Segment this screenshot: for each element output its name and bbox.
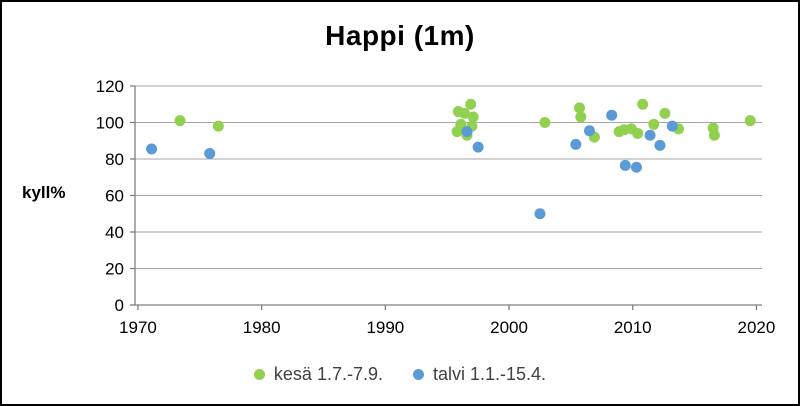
- x-tick-label-1980: 1980: [243, 318, 281, 337]
- data-point-series-1: [472, 141, 484, 153]
- data-point-series-0: [459, 107, 471, 119]
- data-point-series-0: [574, 102, 586, 114]
- x-tick-label-1990: 1990: [366, 318, 404, 337]
- data-point-series-0: [174, 115, 186, 127]
- data-point-series-0: [455, 118, 467, 130]
- data-point-series-1: [654, 139, 666, 151]
- y-tick-label-100: 100: [96, 114, 124, 133]
- y-tick-label-0: 0: [115, 296, 124, 315]
- data-point-series-0: [539, 117, 551, 128]
- data-point-series-1: [461, 126, 473, 138]
- legend-item-talvi: talvi 1.1.-15.4.: [413, 364, 546, 385]
- kesa-marker-icon: [253, 369, 265, 380]
- data-point-series-1: [630, 161, 642, 173]
- x-tick-label-2020: 2020: [738, 318, 776, 337]
- x-tick-label-2010: 2010: [614, 318, 652, 337]
- y-tick-label-40: 40: [105, 223, 124, 242]
- data-point-series-0: [637, 98, 649, 110]
- data-point-series-1: [534, 208, 546, 220]
- data-point-series-1: [583, 125, 595, 137]
- data-point-series-1: [570, 138, 582, 150]
- data-point-series-1: [606, 109, 618, 121]
- data-point-series-0: [212, 120, 224, 132]
- x-tick-label-1970: 1970: [119, 318, 157, 337]
- data-point-series-1: [644, 129, 656, 141]
- chart-title: Happi (1m): [325, 20, 475, 51]
- data-point-series-0: [575, 111, 587, 123]
- y-axis-label: kyll%: [22, 183, 66, 202]
- y-tick-label-80: 80: [105, 150, 124, 169]
- data-point-series-1: [619, 159, 631, 171]
- talvi-marker-icon: [413, 369, 424, 380]
- data-point-series-0: [648, 118, 660, 130]
- data-point-series-1: [204, 148, 216, 160]
- y-tick-label-20: 20: [105, 260, 124, 279]
- legend-label-talvi: talvi 1.1.-15.4.: [433, 364, 547, 384]
- y-tick-label-120: 120: [96, 77, 124, 96]
- data-point-series-1: [666, 120, 678, 132]
- legend-label-kesa: kesä 1.7.-7.9.: [273, 364, 383, 384]
- data-point-series-1: [146, 143, 158, 155]
- legend-item-kesa: kesä 1.7.-7.9.: [253, 364, 383, 385]
- data-point-series-0: [465, 98, 477, 110]
- legend: kesä 1.7.-7.9. talvi 1.1.-15.4.: [2, 364, 798, 385]
- x-tick-label-2000: 2000: [490, 318, 528, 337]
- data-point-series-0: [632, 127, 644, 139]
- data-point-series-0: [467, 111, 479, 123]
- data-point-series-0: [659, 107, 671, 119]
- data-point-series-0: [744, 115, 756, 127]
- y-tick-label-60: 60: [105, 187, 124, 206]
- data-point-series-0: [708, 129, 720, 141]
